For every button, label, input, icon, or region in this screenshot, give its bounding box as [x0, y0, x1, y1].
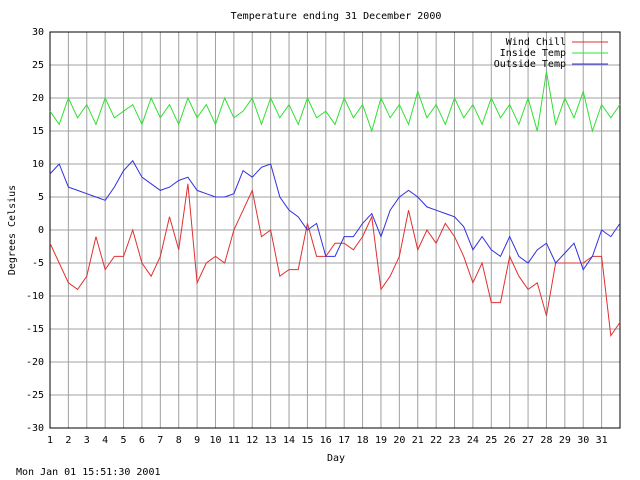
x-tick-label: 28: [540, 435, 552, 446]
series-line: [49, 159, 621, 271]
x-tick-label: 29: [559, 435, 571, 446]
y-tick-label: -25: [26, 390, 44, 401]
x-tick-label: 8: [176, 435, 182, 446]
x-tick-label: 14: [283, 435, 295, 446]
chart-title: Temperature ending 31 December 2000: [231, 11, 442, 22]
x-tick-label: 12: [246, 435, 258, 446]
x-tick-label: 1: [47, 435, 53, 446]
y-tick-label: 30: [32, 27, 44, 38]
y-tick-label: -30: [26, 423, 44, 434]
x-tick-label: 7: [157, 435, 163, 446]
y-tick-label: 0: [38, 225, 44, 236]
x-tick-label: 6: [139, 435, 145, 446]
x-tick-label: 26: [504, 435, 516, 446]
legend-label: Outside Temp: [494, 59, 566, 70]
x-tick-label: 11: [228, 435, 240, 446]
x-tick-label: 2: [65, 435, 71, 446]
x-tick-label: 24: [467, 435, 479, 446]
x-tick-label: 10: [209, 435, 221, 446]
footer: Mon Jan 01 15:51:30 2001: [16, 467, 161, 478]
x-tick-label: 30: [577, 435, 589, 446]
x-tick-label: 16: [320, 435, 332, 446]
x-tick-label: 4: [102, 435, 108, 446]
x-tick-label: 22: [430, 435, 442, 446]
x-tick-label: 18: [357, 435, 369, 446]
y-axis-label: Degrees Celsius: [7, 185, 18, 275]
x-tick-label: 23: [448, 435, 460, 446]
x-tick-label: 5: [121, 435, 127, 446]
y-tick-label: 20: [32, 93, 44, 104]
series-line: [49, 71, 621, 133]
legend-label: Inside Temp: [500, 48, 566, 59]
x-tick-label: 15: [301, 435, 313, 446]
y-tick-label: -20: [26, 357, 44, 368]
x-tick-label: 19: [375, 435, 387, 446]
x-tick-label: 21: [412, 435, 424, 446]
y-tick-label: -10: [26, 291, 44, 302]
legend-label: Wind Chill: [506, 37, 566, 48]
x-axis-label: Day: [327, 453, 345, 464]
x-tick-label: 3: [84, 435, 90, 446]
x-tick-label: 9: [194, 435, 200, 446]
y-tick-label: 10: [32, 159, 44, 170]
y-tick-label: 15: [32, 126, 44, 137]
x-tick-label: 20: [393, 435, 405, 446]
x-tick-label: 27: [522, 435, 534, 446]
plot-border: [49, 31, 621, 429]
series-line: [49, 183, 621, 337]
y-tick-label: -15: [26, 324, 44, 335]
y-tick-label: -5: [32, 258, 44, 269]
y-tick-label: 5: [38, 192, 44, 203]
x-tick-label: 17: [338, 435, 350, 446]
x-tick-label: 13: [265, 435, 277, 446]
x-tick-label: 25: [485, 435, 497, 446]
y-tick-label: 25: [32, 60, 44, 71]
x-tick-label: 31: [596, 435, 608, 446]
